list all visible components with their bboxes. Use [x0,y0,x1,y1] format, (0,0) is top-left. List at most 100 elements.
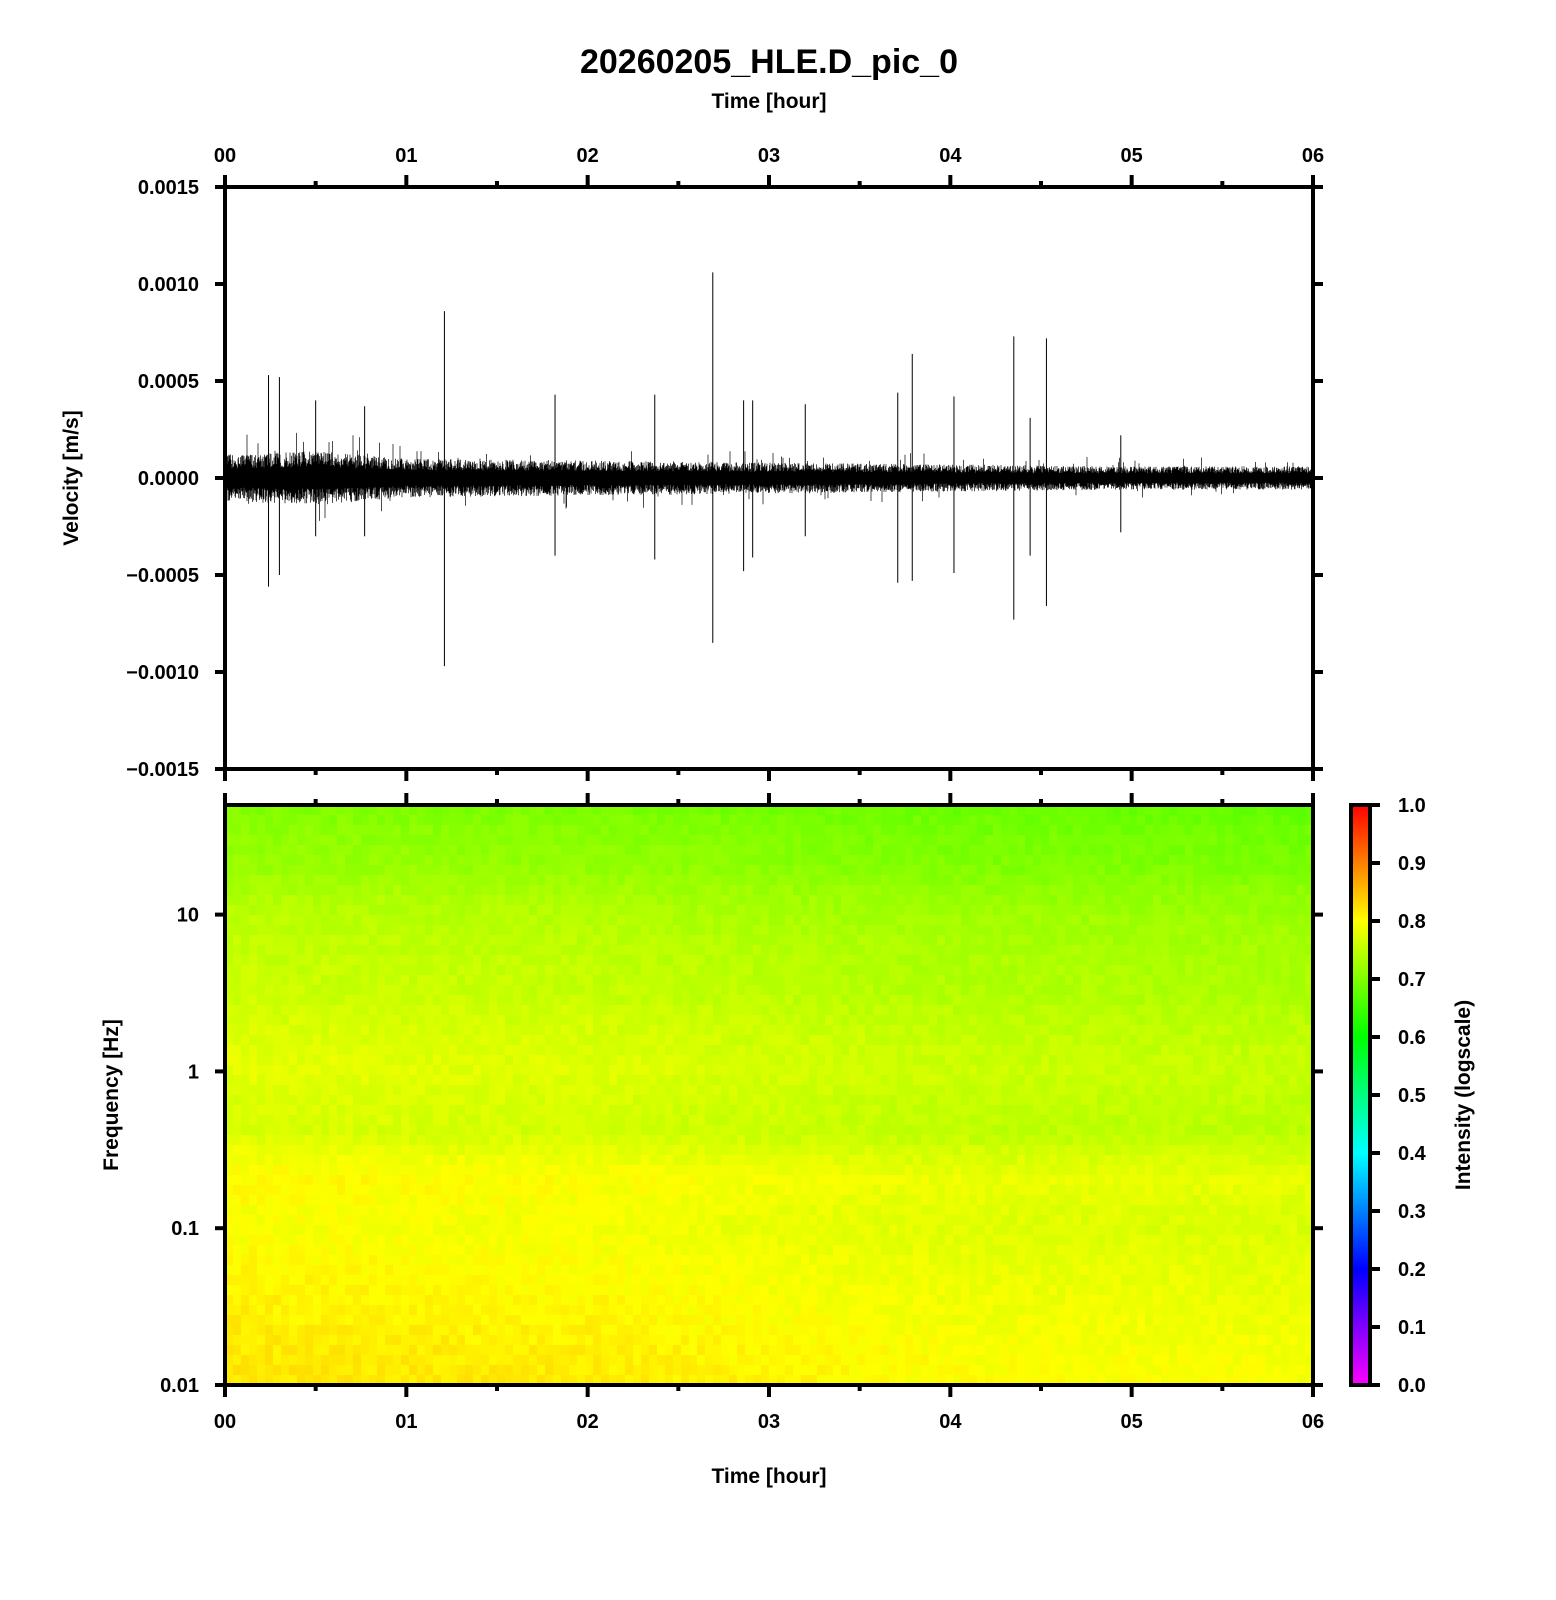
spectrogram-cell [1233,905,1242,916]
spectrogram-cell [1129,885,1138,896]
spectrogram-cell [481,905,490,916]
spectrogram-cell [537,1095,546,1106]
spectrogram-cell [1113,1045,1122,1056]
spectrogram-cell [1209,1105,1218,1116]
spectrogram-cell [1273,915,1282,926]
spectrogram-cell [1017,1065,1026,1076]
spectrogram-cell [313,1095,322,1106]
spectrogram-cell [569,975,578,986]
spectrogram-cell [945,905,954,916]
spectrogram-cell [961,915,970,926]
spectrogram-cell [1257,945,1266,956]
spectrogram-cell [1121,965,1130,976]
spectrogram-cell [249,1045,258,1056]
spectrogram-cell [993,1055,1002,1066]
spectrogram-cell [377,1155,386,1166]
spectrogram-cell [273,925,282,936]
spectrogram-cell [881,905,890,916]
spectrogram-cell [1225,965,1234,976]
spectrogram-cell [529,1035,538,1046]
spectrogram-cell [1129,1045,1138,1056]
spectrogram-cell [1033,935,1042,946]
spectrogram-cell [241,905,250,916]
spectrogram-cell [617,1085,626,1096]
spectrogram-cell [793,915,802,926]
spectrogram-cell [249,1025,258,1036]
spectrogram-cell [1001,825,1010,836]
spectrogram-cell [1185,1055,1194,1066]
spectrogram-cell [969,935,978,946]
spectrogram-cell [1001,855,1010,866]
spectrogram-cell [641,1105,650,1116]
spectrogram-cell [529,1015,538,1026]
spectrogram-cell [1105,1155,1114,1166]
spectrogram-cell [1265,965,1274,976]
spectrogram-cell [513,825,522,836]
spectrogram-cell [401,1115,410,1126]
spectrogram-cell [1305,935,1314,946]
spectrogram-cell [1033,1075,1042,1086]
spectrogram-cell [1081,875,1090,886]
spectrogram-cell [681,945,690,956]
spectrogram-cell [641,1085,650,1096]
spectrogram-cell [1193,965,1202,976]
spectrogram-cell [673,975,682,986]
spectrogram-cell [529,1075,538,1086]
spectrogram-cell [865,895,874,906]
spectrogram-cell [1257,915,1266,926]
spectrogram-cell [433,1165,442,1176]
spectrogram-cell [905,1095,914,1106]
spectrogram-cell [849,845,858,856]
spectrogram-cell [329,895,338,906]
spectrogram-cell [817,1165,826,1176]
spectrogram-cell [1065,1005,1074,1016]
spectrogram-cell [521,825,530,836]
spectrogram-cell [313,1065,322,1076]
spectrogram-cell [993,845,1002,856]
spectrogram-cell [1145,945,1154,956]
spectrogram-cell [225,925,234,936]
spectrogram-cell [433,1065,442,1076]
spectrogram-cell [361,925,370,936]
spectrogram-cell [1033,1055,1042,1066]
spectrogram-cell [833,825,842,836]
spectrogram-cell [1001,845,1010,856]
spectrogram-cell [817,995,826,1006]
spectrogram-cell [977,865,986,876]
spectrogram-cell [913,1085,922,1096]
spectrogram-cell [1025,905,1034,916]
spectrogram-cell [609,805,618,816]
spectrogram-cell [1201,1155,1210,1166]
spectrogram-cell [1089,915,1098,926]
spectrogram-cell [393,1135,402,1146]
spectrogram-cell [1121,865,1130,876]
spectrogram-cell [321,1065,330,1076]
spectrogram-cell [1177,975,1186,986]
spectrogram-cell [849,955,858,966]
spectrogram-cell [281,965,290,976]
spectrogram-cell [713,915,722,926]
spectrogram-cell [249,1105,258,1116]
spectrogram-cell [329,845,338,856]
spectrogram-cell [889,925,898,936]
spectrogram-cell [345,1135,354,1146]
spectrogram-cell [1257,1135,1266,1146]
spectrogram-cell [329,1095,338,1106]
spectrogram-cell [1017,1085,1026,1096]
spectrogram-cell [1169,1135,1178,1146]
spectrogram-cell [377,835,386,846]
spectrogram-cell [441,835,450,846]
spectrogram-cell [929,915,938,926]
spectrogram-cell [1169,855,1178,866]
spectrogram-cell [553,915,562,926]
spectrogram-cell [617,925,626,936]
spectrogram-cell [425,1055,434,1066]
spectrogram-cell [441,1045,450,1056]
spectrogram-cell [1185,1135,1194,1146]
spectrogram-cell [401,915,410,926]
spectrogram-cell [1121,1115,1130,1126]
spectrogram-cell [769,935,778,946]
spectrogram-cell [657,855,666,866]
spectrogram-cell [1081,975,1090,986]
spectrogram-cell [265,915,274,926]
